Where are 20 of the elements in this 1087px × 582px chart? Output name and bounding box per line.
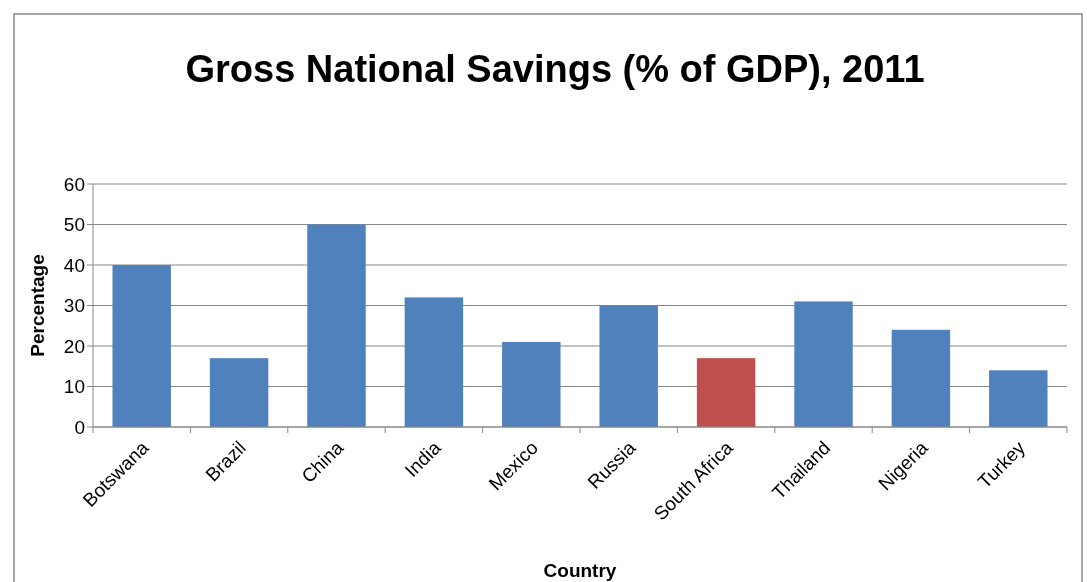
y-tick-label: 40	[63, 254, 85, 276]
y-tick-label: 20	[63, 335, 85, 357]
chart-title: Gross National Savings (% of GDP), 2011	[185, 48, 925, 90]
bar	[696, 358, 756, 427]
bar	[989, 370, 1048, 427]
bar	[307, 224, 366, 427]
y-tick-label: 10	[63, 376, 85, 398]
y-tick-label: 50	[63, 214, 85, 236]
bar	[794, 301, 853, 427]
bar	[404, 297, 464, 427]
bar	[209, 358, 269, 427]
y-tick-label: 0	[74, 416, 85, 438]
y-axis-title: Percentage	[27, 254, 48, 357]
bar	[112, 265, 171, 427]
y-tick-label: 60	[63, 173, 85, 195]
x-axis-title: Country	[543, 560, 617, 581]
bar	[599, 305, 658, 427]
bar	[502, 341, 561, 427]
y-tick-label: 30	[63, 295, 85, 317]
bar	[891, 329, 951, 427]
